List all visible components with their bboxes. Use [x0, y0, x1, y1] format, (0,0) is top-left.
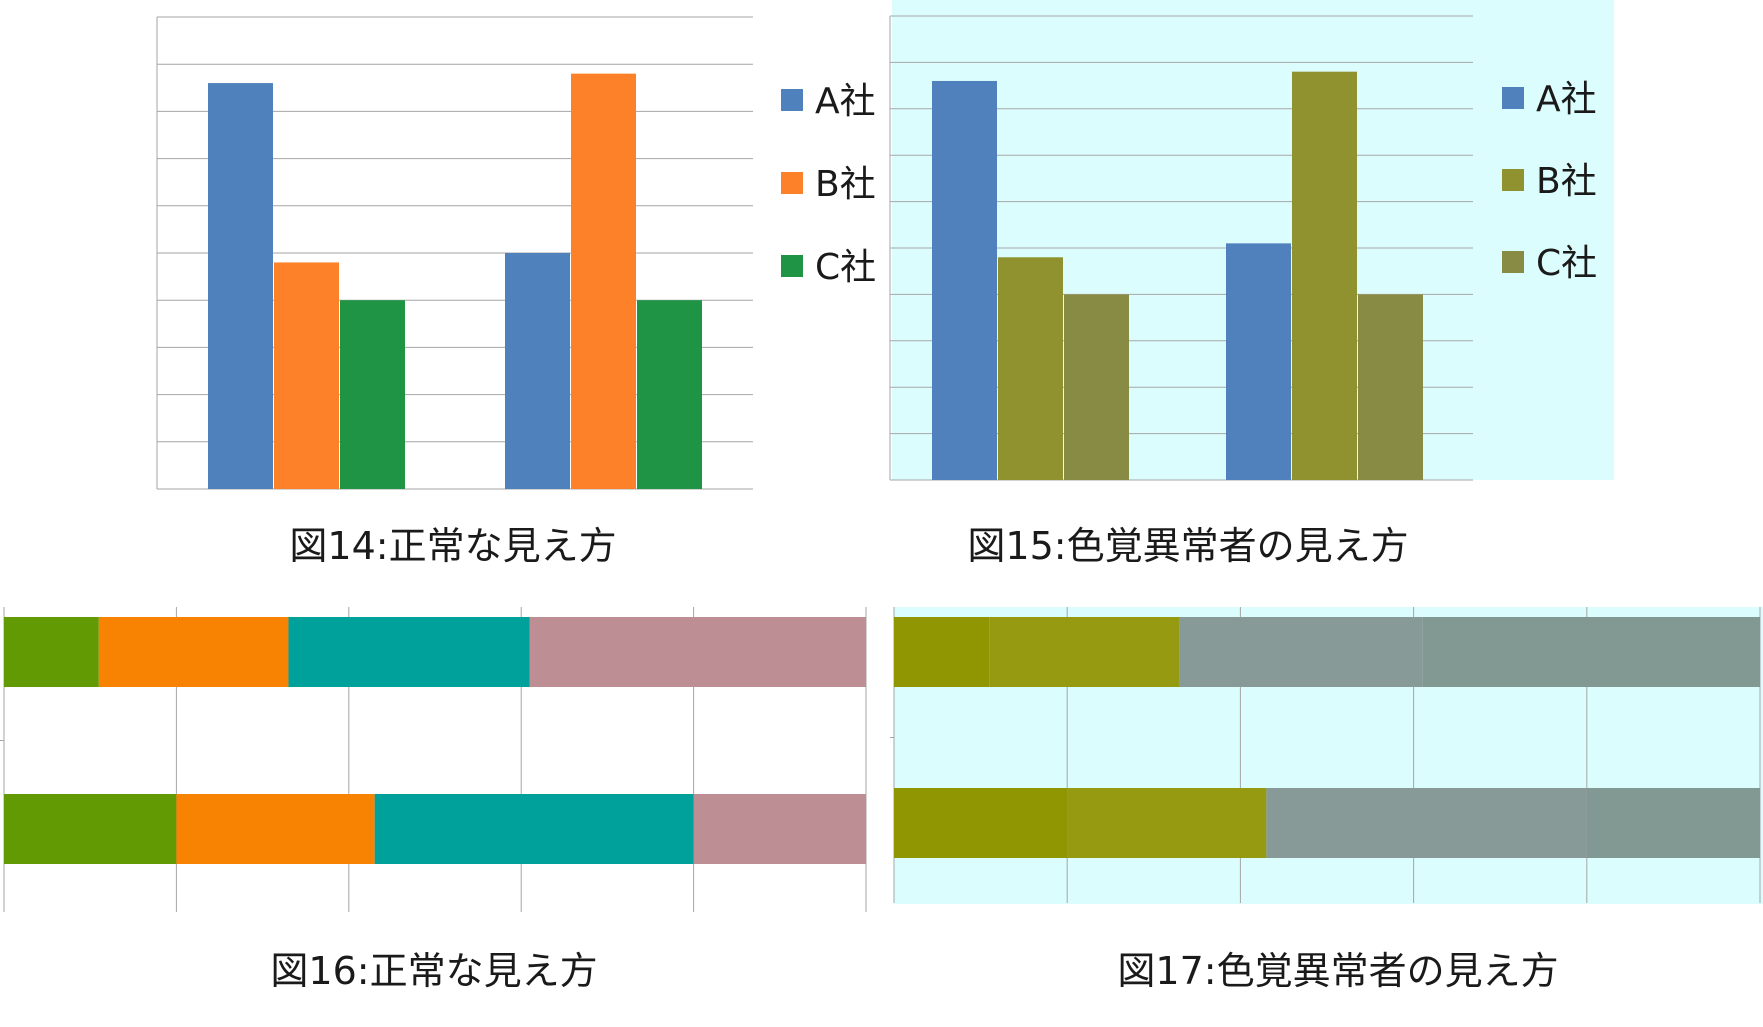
- bar-1-2: [1226, 243, 1291, 480]
- chart-fig15-deficient: A社 B社 C社: [889, 0, 1614, 481]
- segment-1-2: [98, 617, 289, 687]
- legend-swatch-1: [781, 89, 803, 111]
- legend-swatch-1: [1502, 87, 1524, 109]
- bar-3-1: [1064, 294, 1129, 480]
- chart-fig14-normal: A社 B社 C社: [156, 16, 876, 490]
- bar-1-2: [505, 253, 570, 489]
- legend-label-2: B社: [815, 164, 876, 205]
- segment-1-1: [4, 617, 99, 687]
- chart-fig16-normal: [0, 607, 867, 912]
- caption-fig17: 図17:色覚異常者の見え方: [1117, 949, 1559, 993]
- segment-2-3: [1266, 788, 1587, 858]
- segment-1-1: [894, 617, 990, 687]
- legend-label-1: A社: [815, 81, 876, 122]
- segment-2-2: [176, 794, 375, 864]
- caption-fig15: 図15:色覚異常者の見え方: [967, 524, 1409, 568]
- legend-swatch-3: [1502, 251, 1524, 273]
- legend-swatch-2: [781, 172, 803, 194]
- bar-3-2: [637, 300, 702, 489]
- segment-1-2: [989, 617, 1180, 687]
- bar-1-1: [932, 80, 997, 481]
- segment-1-4: [1422, 617, 1760, 687]
- legend-label-1: A社: [1536, 79, 1597, 120]
- segment-2-4: [1586, 788, 1760, 858]
- bar-2-1: [998, 257, 1063, 480]
- segment-2-4: [693, 794, 866, 864]
- segment-2-1: [4, 794, 177, 864]
- segment-1-4: [529, 617, 866, 687]
- segment-1-3: [1179, 617, 1423, 687]
- segment-2-3: [374, 794, 694, 864]
- bar-3-2: [1358, 294, 1423, 480]
- legend-label-3: C社: [815, 247, 876, 288]
- bar-3-1: [340, 300, 405, 489]
- bar-2-2: [1292, 71, 1357, 481]
- segment-2-1: [894, 788, 1068, 858]
- legend-label-3: C社: [1536, 243, 1597, 284]
- bar-1-1: [208, 83, 273, 489]
- caption-fig14: 図14:正常な見え方: [289, 524, 617, 568]
- chart-fig17-deficient: [890, 607, 1763, 904]
- bar-2-1: [274, 262, 339, 489]
- segment-1-3: [288, 617, 530, 687]
- legend-label-2: B社: [1536, 161, 1597, 202]
- bar-2-2: [571, 73, 636, 489]
- legend-swatch-3: [781, 255, 803, 277]
- legend-swatch-2: [1502, 169, 1524, 191]
- segment-2-2: [1067, 788, 1267, 858]
- caption-fig16: 図16:正常な見え方: [270, 949, 598, 993]
